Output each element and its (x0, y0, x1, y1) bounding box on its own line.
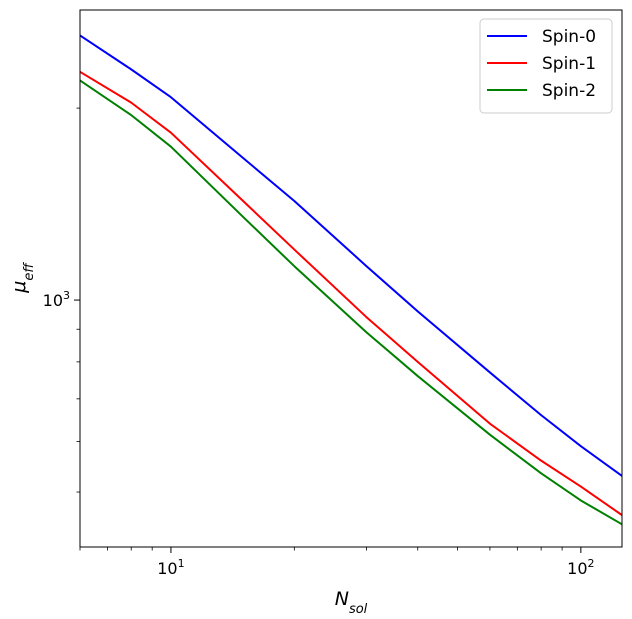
y-axis-label: μeff (8, 262, 37, 294)
tick-layer: 101 102 103 (43, 107, 595, 578)
x-tick-label-0: 101 (157, 557, 184, 578)
plot-frame (79, 9, 623, 548)
x-tick-label-1: 102 (567, 557, 594, 578)
legend: Spin-0 Spin-1 Spin-2 (479, 18, 613, 114)
legend-label-0: Spin-0 (542, 27, 596, 47)
legend-label-2: Spin-2 (542, 81, 596, 101)
y-tick-label-0: 103 (43, 289, 70, 310)
legend-label-1: Spin-1 (542, 54, 596, 74)
series-line-0 (79, 34, 623, 477)
series-line-2 (79, 79, 623, 526)
x-axis-label: Nsol (335, 588, 368, 617)
series-layer (79, 34, 623, 526)
series-line-1 (79, 70, 623, 516)
